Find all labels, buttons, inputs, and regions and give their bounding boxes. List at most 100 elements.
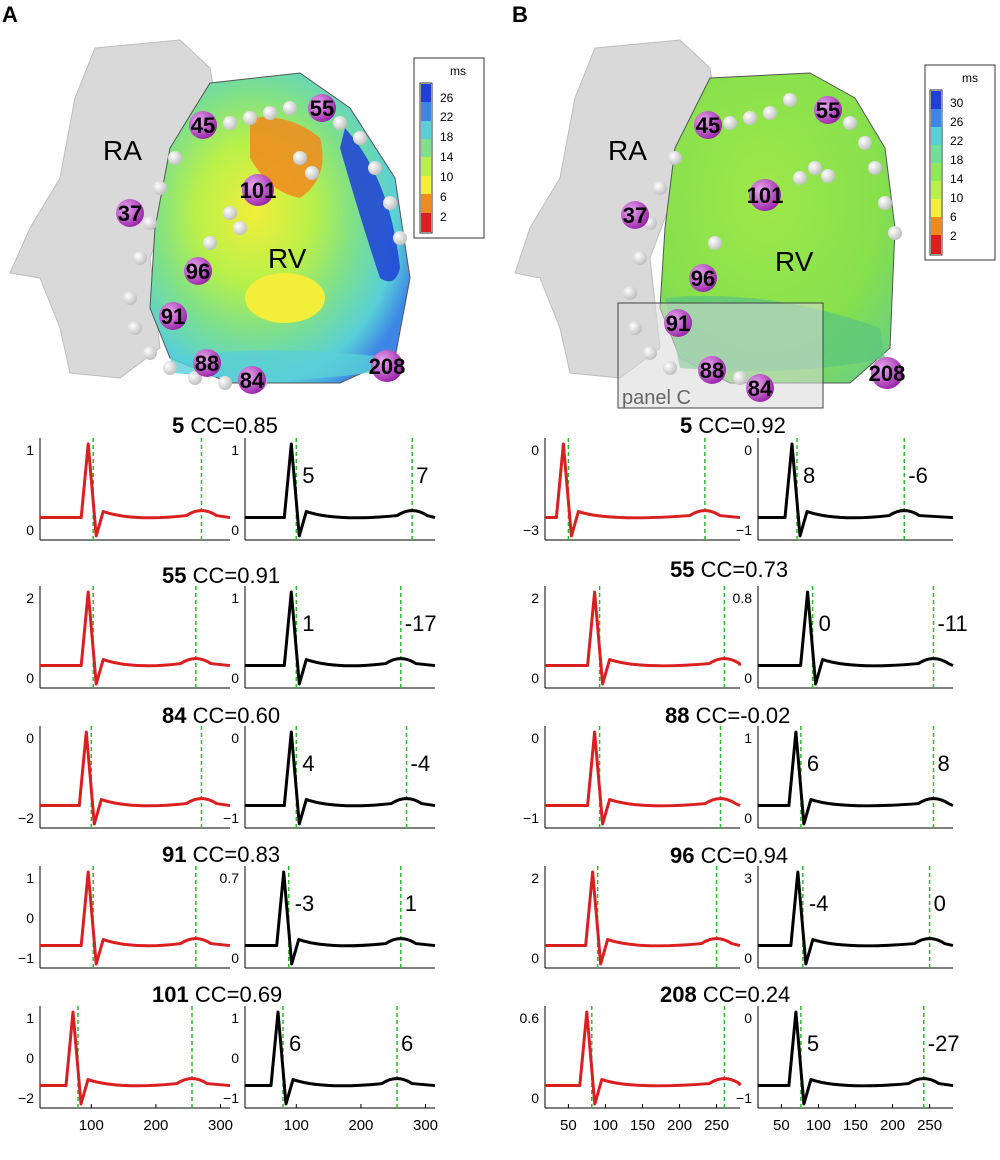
ytick-a-4-rec-0: 1 bbox=[231, 1010, 239, 1026]
ytick-b-4-sim-1: 0 bbox=[531, 1090, 539, 1106]
delay-label-a-0-1: 5 bbox=[302, 463, 314, 488]
map-a: 45 55 101 37 96 91 88 84 208 RA RV ms 26… bbox=[9, 39, 485, 394]
ytick-a-3-sim-0: 1 bbox=[26, 870, 34, 886]
svg-text:55: 55 bbox=[310, 96, 334, 121]
ytick-a-0-sim-0: 1 bbox=[26, 442, 34, 458]
ytick-a-4-sim-0: 1 bbox=[26, 1010, 34, 1026]
delay-label-b-3-2: 0 bbox=[934, 891, 946, 916]
svg-text:101: 101 bbox=[747, 183, 784, 208]
xtick-a-0-0: 100 bbox=[79, 1117, 104, 1134]
svg-text:208: 208 bbox=[369, 354, 406, 379]
trace-b-1-sim-waveform bbox=[545, 590, 742, 686]
trace-a-3-sim-waveform bbox=[40, 870, 231, 966]
xtick-b-0-4: 250 bbox=[704, 1117, 729, 1134]
trace-b-0-sim-waveform bbox=[545, 442, 741, 538]
electrode-88-b: 88 bbox=[698, 356, 726, 384]
xtick-a-1-2: 300 bbox=[413, 1117, 438, 1134]
ytick-a-0-rec-0: 1 bbox=[231, 442, 239, 458]
xtick-b-1-0: 50 bbox=[773, 1117, 790, 1134]
svg-text:37: 37 bbox=[623, 203, 647, 228]
svg-text:91: 91 bbox=[666, 311, 690, 336]
ytick-b-2-sim-0: 0 bbox=[531, 730, 539, 746]
delay-label-a-2-1: 4 bbox=[302, 751, 314, 776]
ytick-b-3-rec-1: 0 bbox=[744, 950, 752, 966]
svg-text:84: 84 bbox=[240, 368, 265, 393]
colorbar-a: ms 26 22 18 14 10 6 2 bbox=[413, 57, 485, 239]
delay-label-a-3-1: -3 bbox=[295, 891, 315, 916]
xtick-a-0-1: 200 bbox=[143, 1117, 168, 1134]
trace-a-1-rec-waveform bbox=[245, 590, 436, 686]
label-rv-b: RV bbox=[775, 246, 814, 277]
electrode-96-b: 96 bbox=[689, 264, 717, 292]
trace-title-a-5: 5 CC=0.85 bbox=[172, 413, 278, 438]
delay-label-b-2-2: 8 bbox=[938, 751, 950, 776]
svg-text:101: 101 bbox=[240, 178, 277, 203]
label-rv-a: RV bbox=[268, 243, 307, 274]
delay-label-b-0-2: -6 bbox=[908, 463, 928, 488]
label-ra-a: RA bbox=[103, 135, 142, 166]
electrode-101-a: 101 bbox=[240, 174, 277, 206]
trace-b-2-sim-waveform bbox=[545, 730, 741, 826]
svg-text:37: 37 bbox=[118, 201, 142, 226]
svg-text:22: 22 bbox=[950, 134, 964, 148]
delay-label-a-0-2: 7 bbox=[416, 463, 428, 488]
trace-a-2-sim-waveform bbox=[40, 730, 231, 826]
trace-b-0-rec-waveform bbox=[758, 442, 954, 538]
electrode-45-a: 45 bbox=[189, 111, 217, 139]
svg-text:10: 10 bbox=[950, 191, 964, 205]
svg-text:ms: ms bbox=[962, 71, 978, 85]
electrode-84-b: 84 bbox=[746, 374, 774, 402]
colorbar-b: ms 30 26 22 18 14 10 6 2 bbox=[924, 64, 996, 261]
ytick-b-4-rec-0: 0 bbox=[744, 1010, 752, 1026]
svg-text:96: 96 bbox=[186, 259, 210, 284]
electrode-88-a: 88 bbox=[193, 349, 221, 377]
trace-a-3-rec-waveform bbox=[245, 870, 436, 966]
ytick-b-2-rec-0: 1 bbox=[744, 730, 752, 746]
electrode-84-a: 84 bbox=[238, 366, 266, 394]
xtick-a-1-0: 100 bbox=[284, 1117, 309, 1134]
panel-c-label: panel C bbox=[622, 387, 691, 409]
trace-title-a-84: 84 CC=0.60 bbox=[162, 703, 281, 728]
delay-label-b-2-1: 6 bbox=[807, 751, 819, 776]
xtick-a-1-1: 200 bbox=[348, 1117, 373, 1134]
ytick-b-3-sim-1: 0 bbox=[531, 950, 539, 966]
svg-text:22: 22 bbox=[440, 110, 454, 124]
ytick-a-1-rec-0: 1 bbox=[231, 590, 239, 606]
xtick-b-0-3: 200 bbox=[667, 1117, 692, 1134]
ytick-b-1-rec-0: 0.8 bbox=[733, 590, 753, 606]
ytick-a-1-rec-1: 0 bbox=[231, 670, 239, 686]
trace-a-4-sim-waveform bbox=[40, 1010, 231, 1106]
ytick-b-1-rec-1: 0 bbox=[744, 670, 752, 686]
svg-text:30: 30 bbox=[950, 96, 964, 110]
trace-b-3-rec-waveform bbox=[758, 870, 954, 966]
trace-b-4-sim-waveform bbox=[545, 1010, 742, 1106]
delay-label-b-4-1: 5 bbox=[807, 1031, 819, 1056]
electrode-37-a: 37 bbox=[116, 199, 144, 227]
ytick-b-3-sim-0: 2 bbox=[531, 870, 539, 886]
svg-text:18: 18 bbox=[440, 130, 454, 144]
delay-label-a-2-2: -4 bbox=[411, 751, 431, 776]
svg-text:10: 10 bbox=[440, 170, 454, 184]
ytick-a-2-sim-0: 0 bbox=[26, 730, 34, 746]
ytick-a-3-rec-1: 0 bbox=[231, 950, 239, 966]
trace-a-0-sim-waveform bbox=[40, 442, 231, 538]
electrode-101-b: 101 bbox=[747, 179, 784, 211]
trace-a-2-rec-waveform bbox=[245, 730, 436, 826]
ytick-a-0-sim-1: 0 bbox=[26, 522, 34, 538]
ytick-b-0-rec-0: 0 bbox=[744, 442, 752, 458]
xtick-b-1-1: 100 bbox=[806, 1117, 831, 1134]
trace-title-a-55: 55 CC=0.91 bbox=[162, 563, 281, 588]
ytick-a-1-sim-0: 2 bbox=[26, 590, 34, 606]
delay-label-a-3-2: 1 bbox=[405, 891, 417, 916]
svg-text:2: 2 bbox=[440, 210, 447, 224]
delay-label-a-4-1: 6 bbox=[289, 1031, 301, 1056]
ytick-a-0-rec-1: 0 bbox=[231, 522, 239, 538]
ytick-a-3-rec-0: 0.7 bbox=[220, 870, 240, 886]
svg-text:ms: ms bbox=[450, 64, 466, 78]
ytick-b-0-rec-1: −1 bbox=[736, 522, 752, 538]
xtick-b-1-2: 150 bbox=[843, 1117, 868, 1134]
electrode-208-b: 208 bbox=[869, 357, 905, 389]
ytick-b-4-sim-0: 0.6 bbox=[520, 1010, 540, 1026]
ytick-a-3-sim-2: −1 bbox=[18, 950, 34, 966]
ytick-b-2-rec-1: 0 bbox=[744, 810, 752, 826]
